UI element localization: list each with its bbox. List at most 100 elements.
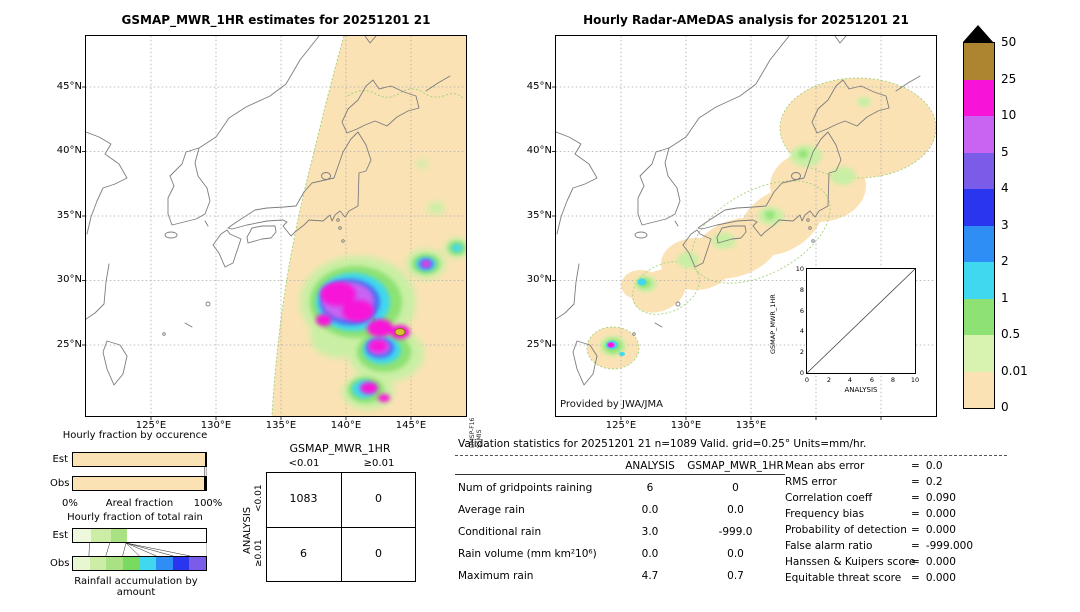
lon-tick-label: 125°E (135, 420, 167, 431)
right-map: 45°N 40°N 35°N 30°N 25°N 125°E 130°E 135… (527, 35, 937, 431)
colorbar-segment (964, 116, 994, 153)
row-axis-label: ANALYSIS (242, 506, 253, 554)
inset-x-tick: 0 (804, 376, 810, 384)
row-label-obs: Obs (50, 478, 70, 489)
equals-sign: = (911, 572, 920, 584)
colorbar-segment (964, 43, 994, 80)
inset-y-tick: 4 (799, 327, 804, 335)
lat-tick-label: 35°N (526, 210, 552, 221)
colorbar-segment (964, 262, 994, 299)
metric-line: Hanssen & Kuipers score= 0.000 (785, 556, 956, 568)
metric-label: Correlation coeff (785, 492, 873, 504)
metric-label: False alarm ratio (785, 540, 873, 552)
axis-ticks (552, 86, 882, 420)
colorbar-segment (964, 335, 994, 372)
metric-label: Hanssen & Kuipers score (785, 556, 916, 568)
totalrain-connectors (88, 543, 207, 556)
validation-statistics-panel: Validation statistics for 20251201 21 n=… (455, 436, 1080, 606)
colorbar-scale (963, 42, 995, 409)
colorbar-tick-label: 50 (1001, 35, 1017, 49)
lat-tick-label: 45°N (526, 81, 552, 92)
stats-row: Rain volume (mm km²10⁶) 0.0 0.0 (455, 548, 815, 564)
stats-column-header: ANALYSIS (625, 460, 675, 472)
occurrence-connectors (204, 467, 207, 476)
inset-y-tick: 0 (799, 369, 804, 377)
colorbar-tick-label: 10 (1001, 108, 1017, 122)
inset-y-tick: 10 (795, 265, 804, 273)
equals-sign: = (911, 476, 920, 488)
colorbar-tick-label: 25 (1001, 72, 1017, 86)
stats-title: Validation statistics for 20251201 21 n=… (458, 438, 867, 450)
stats-column-header: GSMAP_MWR_1HR (687, 460, 784, 472)
inset-y-tick: 2 (799, 348, 804, 356)
stats-row: Maximum rain 4.7 0.7 (455, 570, 815, 586)
lat-tick-label: 25°N (526, 339, 552, 350)
lat-tick-label: 35°N (56, 210, 82, 221)
precip-field (300, 160, 466, 410)
obs-totalrain-bar (72, 556, 207, 571)
obs-occurrence-bar (72, 476, 207, 491)
stat-label: Average rain (458, 504, 525, 516)
est-occurrence-bar (72, 452, 207, 467)
lon-tick-label: 125°E (605, 420, 637, 431)
scatter-inset (806, 268, 916, 374)
row-header: <0.01 (254, 484, 264, 512)
stat-label: Rain volume (mm km²10⁶) (458, 548, 597, 560)
metric-label: Frequency bias (785, 508, 865, 520)
colorbar-tick-label: 0.01 (1001, 364, 1028, 378)
cell-dry-dry: 1083 (289, 492, 318, 505)
stat-analysis-value: 0.0 (641, 504, 659, 516)
metric-value: -999.000 (925, 540, 974, 552)
column-header: ≥0.01 (363, 458, 395, 469)
x-axis-label: Areal fraction (105, 498, 174, 509)
stat-gsmap-value: 0.0 (727, 548, 744, 560)
stat-gsmap-value: 0.7 (727, 570, 744, 582)
left-map-canvas (82, 36, 466, 420)
metric-label: Mean abs error (785, 460, 865, 472)
lon-tick-label: 130°E (200, 420, 232, 431)
row-label-est: Est (52, 454, 68, 465)
colorbar-tick-label: 4 (1001, 181, 1009, 195)
lat-tick-label: 30°N (56, 274, 82, 285)
colorbar-segment (964, 79, 994, 116)
table-grid (266, 472, 416, 582)
lat-tick-label: 25°N (56, 339, 82, 350)
coastlines (86, 36, 451, 386)
stats-row: Average rain 0.0 0.0 (455, 504, 815, 520)
colorbar-overflow-triangle (963, 25, 993, 42)
stat-analysis-value: 0.0 (641, 548, 659, 560)
colorbar-segment (964, 371, 994, 408)
colorbar-tick-label: 1 (1001, 291, 1009, 305)
stat-gsmap-value: 0 (732, 482, 739, 494)
cell-rain-rain: 0 (375, 547, 382, 560)
est-totalrain-bar (72, 528, 207, 543)
lon-tick-label: 140°E (330, 420, 362, 431)
totalrain-fraction-chart: Hourly fraction of total rain Est Obs (50, 510, 220, 598)
stat-analysis-value: 6 (646, 482, 654, 494)
axis-ticks (82, 86, 412, 420)
metric-value: 0.000 (925, 524, 956, 536)
data-credit: Provided by JWA/JMA (560, 399, 663, 410)
metric-line: Equitable threat score = 0.000 (785, 572, 956, 584)
metric-value: 0.000 (925, 508, 956, 520)
colorbar-tick-label: 3 (1001, 218, 1009, 232)
cell-dry-rain: 0 (375, 492, 382, 505)
metric-value: 0.000 (925, 556, 956, 568)
row-label-obs: Obs (50, 558, 70, 569)
stat-label: Num of gridpoints raining (458, 482, 593, 494)
metric-value: 0.000 (925, 572, 956, 584)
metric-line: RMS error = 0.2 (785, 476, 943, 488)
lat-tick-label: 40°N (56, 145, 82, 156)
x-axis-label: Rainfall accumulation by amount (74, 576, 198, 598)
metric-label: Equitable threat score (785, 572, 902, 584)
occurrence-fraction-chart: Hourly fraction by occurence Est Obs 0% … (50, 428, 222, 513)
lat-tick-label: 45°N (56, 81, 82, 92)
metric-line: Mean abs error = 0.0 (785, 460, 943, 472)
lon-tick-label: 135°E (735, 420, 767, 431)
stat-gsmap-value: -999.0 (718, 526, 753, 538)
lon-tick-label: 135°E (265, 420, 297, 431)
equals-sign: = (911, 508, 920, 520)
lat-tick-label: 30°N (526, 274, 552, 285)
stat-gsmap-value: 0.0 (727, 504, 744, 516)
metric-line: False alarm ratio = -999.000 (785, 540, 973, 552)
